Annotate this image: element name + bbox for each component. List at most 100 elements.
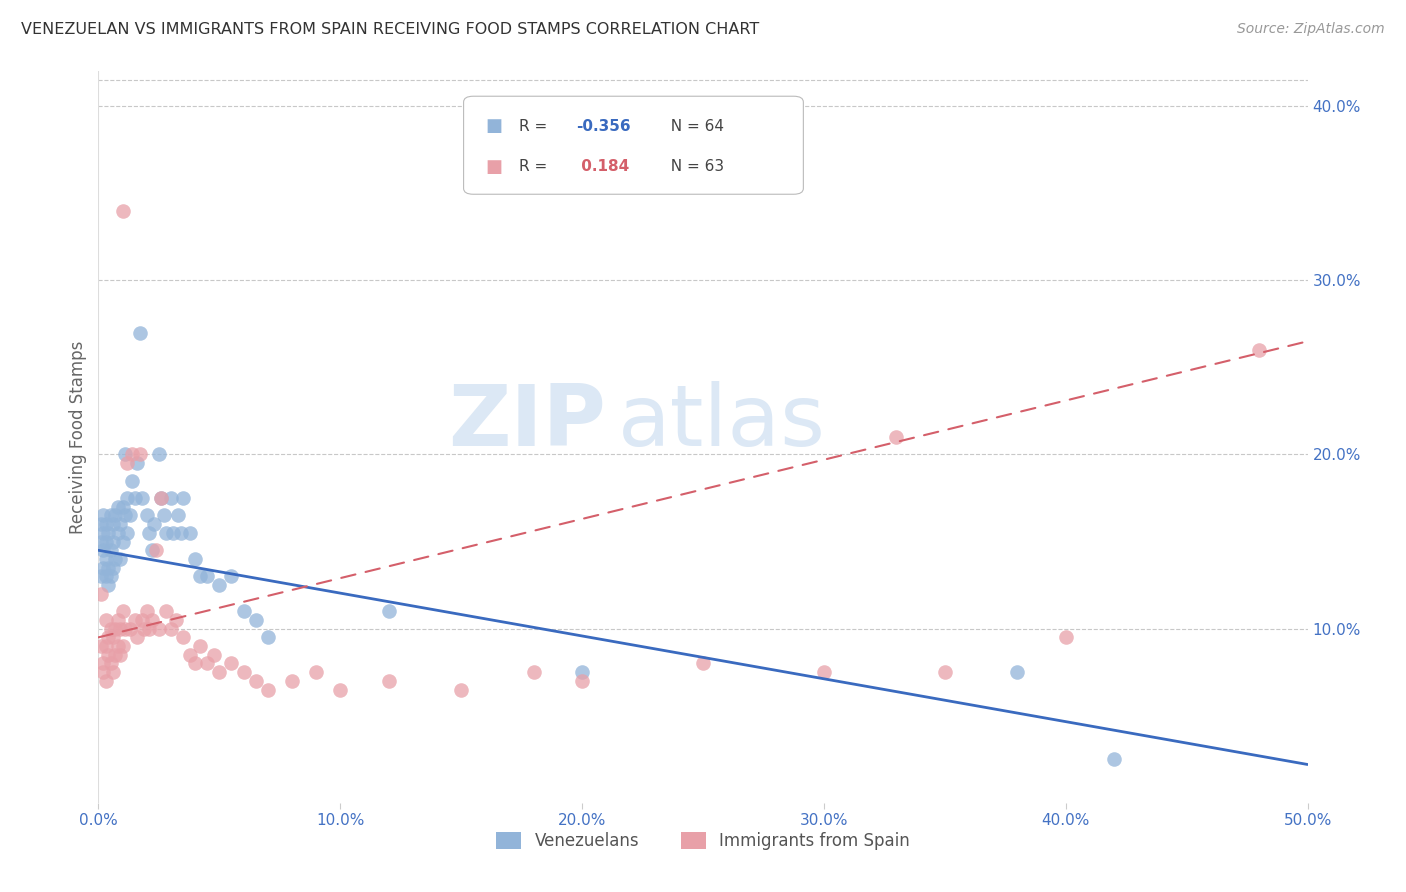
Point xyxy=(100,543,122,558)
Point xyxy=(91,657,114,671)
Point xyxy=(101,534,124,549)
Point xyxy=(118,622,141,636)
Point xyxy=(114,508,136,523)
Point xyxy=(450,682,472,697)
Point xyxy=(172,631,194,645)
Point xyxy=(150,491,173,505)
Point xyxy=(90,517,112,532)
Point xyxy=(162,525,184,540)
Point xyxy=(111,604,134,618)
Point xyxy=(97,560,120,574)
Point xyxy=(131,613,153,627)
Point xyxy=(94,517,117,532)
Point xyxy=(245,613,267,627)
Point xyxy=(195,569,218,583)
Point xyxy=(127,456,149,470)
Point xyxy=(104,508,127,523)
Point xyxy=(91,665,114,680)
Text: ■: ■ xyxy=(485,117,502,136)
Point xyxy=(152,508,174,523)
Point xyxy=(131,491,153,505)
Point xyxy=(108,622,131,636)
Point xyxy=(329,682,352,697)
Point xyxy=(167,508,190,523)
Point xyxy=(141,543,163,558)
Point xyxy=(155,604,177,618)
Point xyxy=(305,665,328,680)
Point xyxy=(94,552,117,566)
Legend: Venezuelans, Immigrants from Spain: Venezuelans, Immigrants from Spain xyxy=(489,825,917,856)
Point xyxy=(97,631,120,645)
Point xyxy=(114,448,136,462)
Point xyxy=(523,665,546,680)
FancyBboxPatch shape xyxy=(464,96,803,194)
Point xyxy=(169,525,191,540)
Point xyxy=(138,525,160,540)
Text: ■: ■ xyxy=(485,158,502,176)
Point xyxy=(160,491,183,505)
Point xyxy=(100,508,122,523)
Point xyxy=(245,673,267,688)
Point xyxy=(91,525,114,540)
Point xyxy=(256,631,278,645)
Text: R =: R = xyxy=(519,119,553,134)
Point xyxy=(155,525,177,540)
Point xyxy=(91,543,114,558)
Text: ZIP: ZIP xyxy=(449,381,606,464)
Point xyxy=(107,525,129,540)
Point xyxy=(221,569,243,583)
Point xyxy=(165,613,187,627)
Point xyxy=(377,673,399,688)
Point xyxy=(571,673,593,688)
Point xyxy=(108,648,131,662)
Point xyxy=(208,665,231,680)
Point xyxy=(100,657,122,671)
Point xyxy=(90,569,112,583)
Point xyxy=(94,613,117,627)
Point xyxy=(281,673,304,688)
Point xyxy=(188,569,211,583)
Point xyxy=(101,665,124,680)
Point xyxy=(94,673,117,688)
Point xyxy=(145,543,167,558)
Point xyxy=(111,203,134,218)
Point xyxy=(377,604,399,618)
Point xyxy=(208,578,231,592)
Point xyxy=(90,587,112,601)
Point xyxy=(195,657,218,671)
Point xyxy=(221,657,243,671)
Point xyxy=(128,448,150,462)
Point xyxy=(150,491,173,505)
Point xyxy=(108,552,131,566)
Point xyxy=(232,665,254,680)
Text: VENEZUELAN VS IMMIGRANTS FROM SPAIN RECEIVING FOOD STAMPS CORRELATION CHART: VENEZUELAN VS IMMIGRANTS FROM SPAIN RECE… xyxy=(21,22,759,37)
Text: N = 64: N = 64 xyxy=(661,119,724,134)
Point xyxy=(692,657,714,671)
Point xyxy=(91,560,114,574)
Point xyxy=(141,613,163,627)
Point xyxy=(143,517,166,532)
Point xyxy=(101,560,124,574)
Point xyxy=(160,622,183,636)
Point xyxy=(101,631,124,645)
Point xyxy=(91,508,114,523)
Point xyxy=(111,500,134,514)
Point xyxy=(94,534,117,549)
Text: R =: R = xyxy=(519,160,553,174)
Point xyxy=(127,631,149,645)
Point xyxy=(97,648,120,662)
Text: N = 63: N = 63 xyxy=(661,160,724,174)
Point xyxy=(1102,752,1125,766)
Point xyxy=(148,622,170,636)
Point xyxy=(138,622,160,636)
Point xyxy=(107,613,129,627)
Point xyxy=(813,665,835,680)
Point xyxy=(117,491,139,505)
Text: Source: ZipAtlas.com: Source: ZipAtlas.com xyxy=(1237,22,1385,37)
Y-axis label: Receiving Food Stamps: Receiving Food Stamps xyxy=(69,341,87,533)
Point xyxy=(934,665,956,680)
Point xyxy=(111,534,134,549)
Point xyxy=(121,474,143,488)
Point xyxy=(1054,631,1077,645)
Point xyxy=(188,639,211,653)
